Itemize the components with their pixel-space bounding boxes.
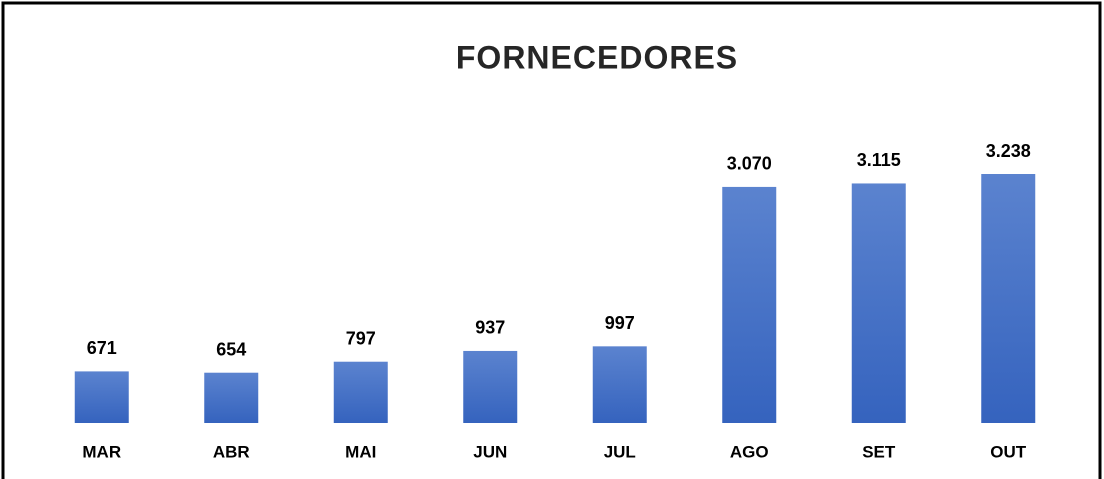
x-tick-label: OUT — [990, 442, 1027, 461]
bar — [592, 346, 647, 423]
bar — [204, 372, 259, 423]
x-tick-label: MAR — [82, 442, 121, 461]
bar — [981, 174, 1036, 423]
x-tick-label: ABR — [213, 442, 250, 461]
x-tick-label: JUL — [604, 442, 636, 461]
x-tick-label: JUN — [473, 442, 507, 461]
value-label: 3.238 — [986, 141, 1031, 161]
x-tick-label: SET — [862, 442, 896, 461]
value-label: 997 — [605, 313, 635, 333]
bar — [333, 361, 388, 423]
value-label: 671 — [87, 338, 117, 358]
value-label: 797 — [346, 328, 376, 348]
x-tick-label: AGO — [730, 442, 769, 461]
bar — [463, 350, 518, 423]
bar — [722, 186, 777, 423]
bar — [74, 371, 129, 423]
value-label: 654 — [216, 339, 246, 359]
x-tick-label: MAI — [345, 442, 376, 461]
bar — [851, 183, 906, 423]
value-label: 3.070 — [727, 154, 772, 174]
value-label: 3.115 — [857, 150, 901, 170]
chart-title: FORNECEDORES — [456, 39, 738, 75]
value-label: 937 — [475, 318, 505, 338]
